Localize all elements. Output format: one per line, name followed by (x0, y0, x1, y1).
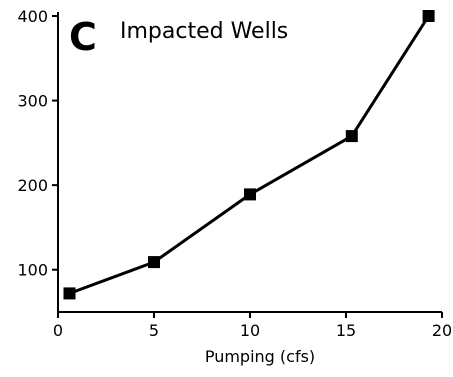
x-tick-label: 5 (149, 321, 159, 340)
series-impacted-wells (63, 10, 435, 300)
panel-label: C (69, 15, 97, 59)
x-tick-label: 0 (53, 321, 63, 340)
chart-title: Impacted Wells (120, 19, 288, 44)
y-tick-label: 300 (17, 92, 48, 111)
y-tick-label: 200 (17, 176, 48, 195)
x-tick-label: 20 (432, 321, 452, 340)
data-point-marker (148, 256, 160, 269)
data-point-marker (345, 130, 358, 143)
x-axis-label: Pumping (cfs) (205, 347, 315, 366)
x-tick-label: 10 (240, 321, 260, 340)
y-tick-label: 400 (17, 7, 48, 26)
data-point-marker (422, 10, 435, 22)
x-tick-label: 15 (336, 321, 356, 340)
series-line (68, 15, 430, 295)
y-tick-label: 100 (17, 261, 48, 280)
data-point-marker (244, 188, 256, 201)
data-point-marker (63, 287, 76, 300)
axes: 100 200 300 400 0 5 10 15 20 (17, 7, 452, 340)
